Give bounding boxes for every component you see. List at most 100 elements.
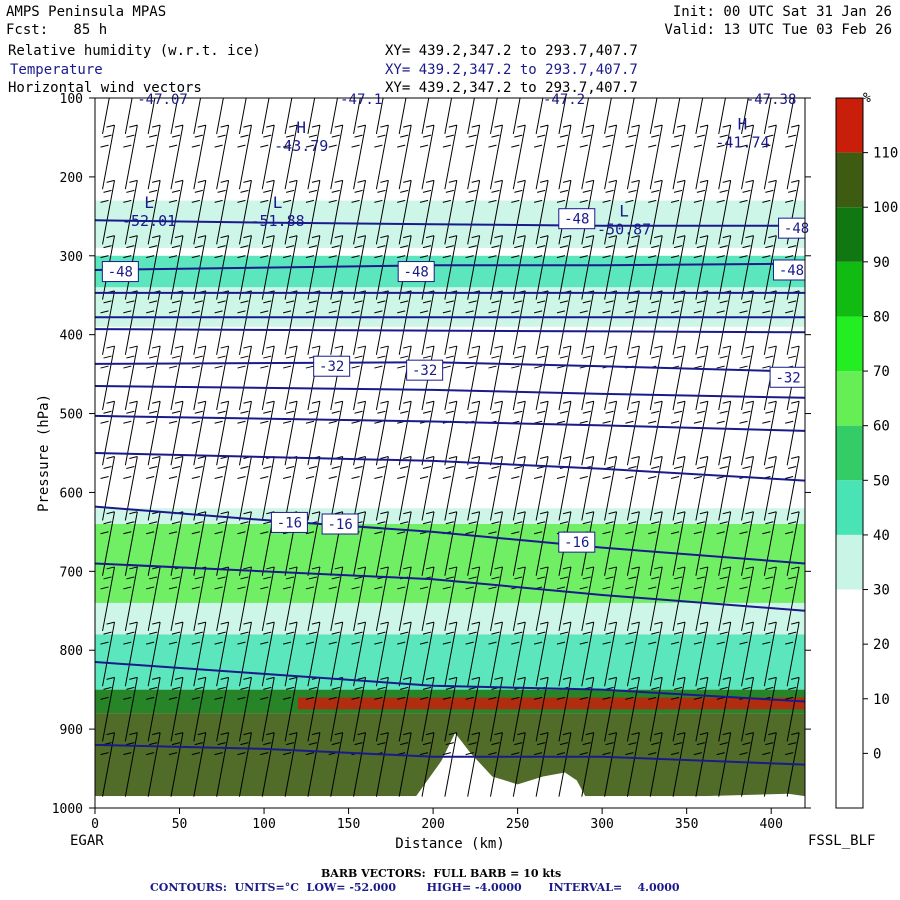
wind-barb bbox=[488, 621, 503, 687]
x-tick-label-1: 50 bbox=[172, 817, 188, 832]
field-xy-temperature: XY= 439.2,347.2 to 293.7,407.7 bbox=[385, 62, 638, 78]
contour-label-10: -16 bbox=[564, 535, 589, 551]
wind-barb bbox=[556, 345, 572, 411]
wind-barb bbox=[534, 124, 549, 190]
wind-barb bbox=[670, 566, 686, 632]
wind-barb bbox=[693, 235, 709, 300]
contour-label-box bbox=[321, 513, 359, 535]
wind-barb bbox=[672, 98, 681, 135]
wind-barb bbox=[602, 124, 618, 190]
wind-barb bbox=[168, 732, 184, 797]
wind-barb bbox=[214, 511, 230, 576]
wind-barb bbox=[282, 621, 298, 687]
rh-red-ribbon bbox=[297, 697, 805, 710]
contour-legend: CONTOURS: UNITS=°C LOW= -52.000 HIGH= -4… bbox=[150, 881, 680, 894]
y-tick-label-6: 700 bbox=[60, 565, 83, 580]
wind-barb bbox=[716, 676, 732, 742]
temperature-contour-10 bbox=[95, 562, 805, 612]
wind-barb bbox=[191, 345, 207, 411]
wind-barb bbox=[556, 400, 572, 466]
wind-barb bbox=[442, 124, 458, 190]
wind-barb bbox=[146, 179, 161, 245]
wind-barb bbox=[351, 124, 367, 190]
wind-barb bbox=[237, 511, 252, 576]
wind-barb bbox=[100, 345, 116, 411]
wind-barb bbox=[534, 566, 549, 632]
valid-time: Valid: 13 UTC Tue 03 Feb 26 bbox=[664, 22, 892, 38]
wind-barb bbox=[718, 98, 726, 135]
colorbar-label-4: 70 bbox=[873, 364, 890, 380]
colorbar-segment bbox=[836, 98, 863, 153]
wind-barb bbox=[785, 621, 800, 687]
wind-barb bbox=[488, 456, 503, 521]
wind-barb bbox=[237, 124, 252, 190]
colorbar-label-10: 10 bbox=[873, 692, 890, 708]
contour-label-box bbox=[397, 261, 435, 283]
colorbar-segment bbox=[836, 589, 863, 645]
contour-label-box bbox=[558, 531, 596, 553]
wind-barb bbox=[534, 345, 549, 411]
y-tick-label-9: 1000 bbox=[52, 802, 83, 817]
wind-barb bbox=[511, 400, 526, 466]
wind-barb bbox=[716, 566, 732, 632]
wind-barb bbox=[465, 400, 481, 466]
wind-barb bbox=[328, 511, 344, 576]
temperature-contour-6 bbox=[95, 384, 805, 399]
wind-barb bbox=[237, 566, 252, 632]
wind-barb bbox=[374, 676, 389, 742]
wind-barb bbox=[602, 676, 618, 742]
wind-barb bbox=[670, 124, 686, 190]
wind-barb bbox=[602, 290, 618, 355]
wind-barb bbox=[260, 566, 275, 632]
wind-barb bbox=[602, 179, 618, 245]
wind-barb bbox=[465, 511, 481, 576]
wind-barb bbox=[716, 400, 732, 466]
colorbar-segment bbox=[836, 207, 863, 262]
wind-barb bbox=[351, 345, 367, 411]
top-value-2: -47.2 bbox=[543, 92, 585, 108]
wind-barb bbox=[214, 456, 230, 521]
wind-barb bbox=[534, 456, 549, 521]
wind-barb bbox=[328, 179, 344, 245]
wind-barb bbox=[374, 179, 389, 245]
wind-barb bbox=[305, 124, 321, 190]
x-tick-label-6: 300 bbox=[590, 817, 613, 832]
wind-barb bbox=[397, 456, 412, 521]
wind-barb bbox=[648, 400, 663, 466]
wind-barb bbox=[602, 235, 618, 300]
wind-barb bbox=[442, 400, 458, 466]
wind-barb bbox=[534, 290, 549, 355]
wind-barb bbox=[191, 456, 207, 521]
wind-barb bbox=[442, 290, 458, 355]
wind-barb bbox=[375, 98, 384, 135]
wind-barb bbox=[374, 345, 389, 411]
contour-label-0: -48 bbox=[108, 265, 133, 281]
wind-barb bbox=[716, 235, 732, 300]
wind-barb bbox=[693, 456, 709, 521]
wind-barb bbox=[168, 621, 184, 687]
top-value-3: -47.38 bbox=[746, 92, 797, 108]
extremum-symbol-4: L bbox=[619, 201, 629, 220]
wind-barb bbox=[465, 732, 481, 797]
wind-barb bbox=[693, 566, 709, 632]
wind-barb bbox=[442, 235, 458, 300]
wind-barb bbox=[625, 179, 640, 245]
colorbar-segment bbox=[836, 480, 863, 535]
wind-barb bbox=[146, 732, 161, 797]
wind-barb bbox=[625, 345, 640, 411]
wind-barb bbox=[785, 124, 800, 190]
wind-barb bbox=[191, 179, 207, 245]
wind-barb bbox=[625, 621, 640, 687]
wind-barb bbox=[785, 566, 800, 632]
wind-barb bbox=[488, 732, 503, 797]
wind-barb bbox=[579, 400, 595, 466]
contour-label-box bbox=[778, 217, 805, 239]
wind-barb bbox=[168, 290, 184, 355]
wind-barb bbox=[305, 621, 321, 687]
wind-barb bbox=[328, 566, 344, 632]
contour-label-2: -48 bbox=[779, 263, 804, 279]
wind-barb bbox=[693, 676, 709, 742]
wind-barb bbox=[374, 566, 389, 632]
wind-barb bbox=[260, 124, 275, 190]
colorbar-label-5: 60 bbox=[873, 419, 890, 435]
